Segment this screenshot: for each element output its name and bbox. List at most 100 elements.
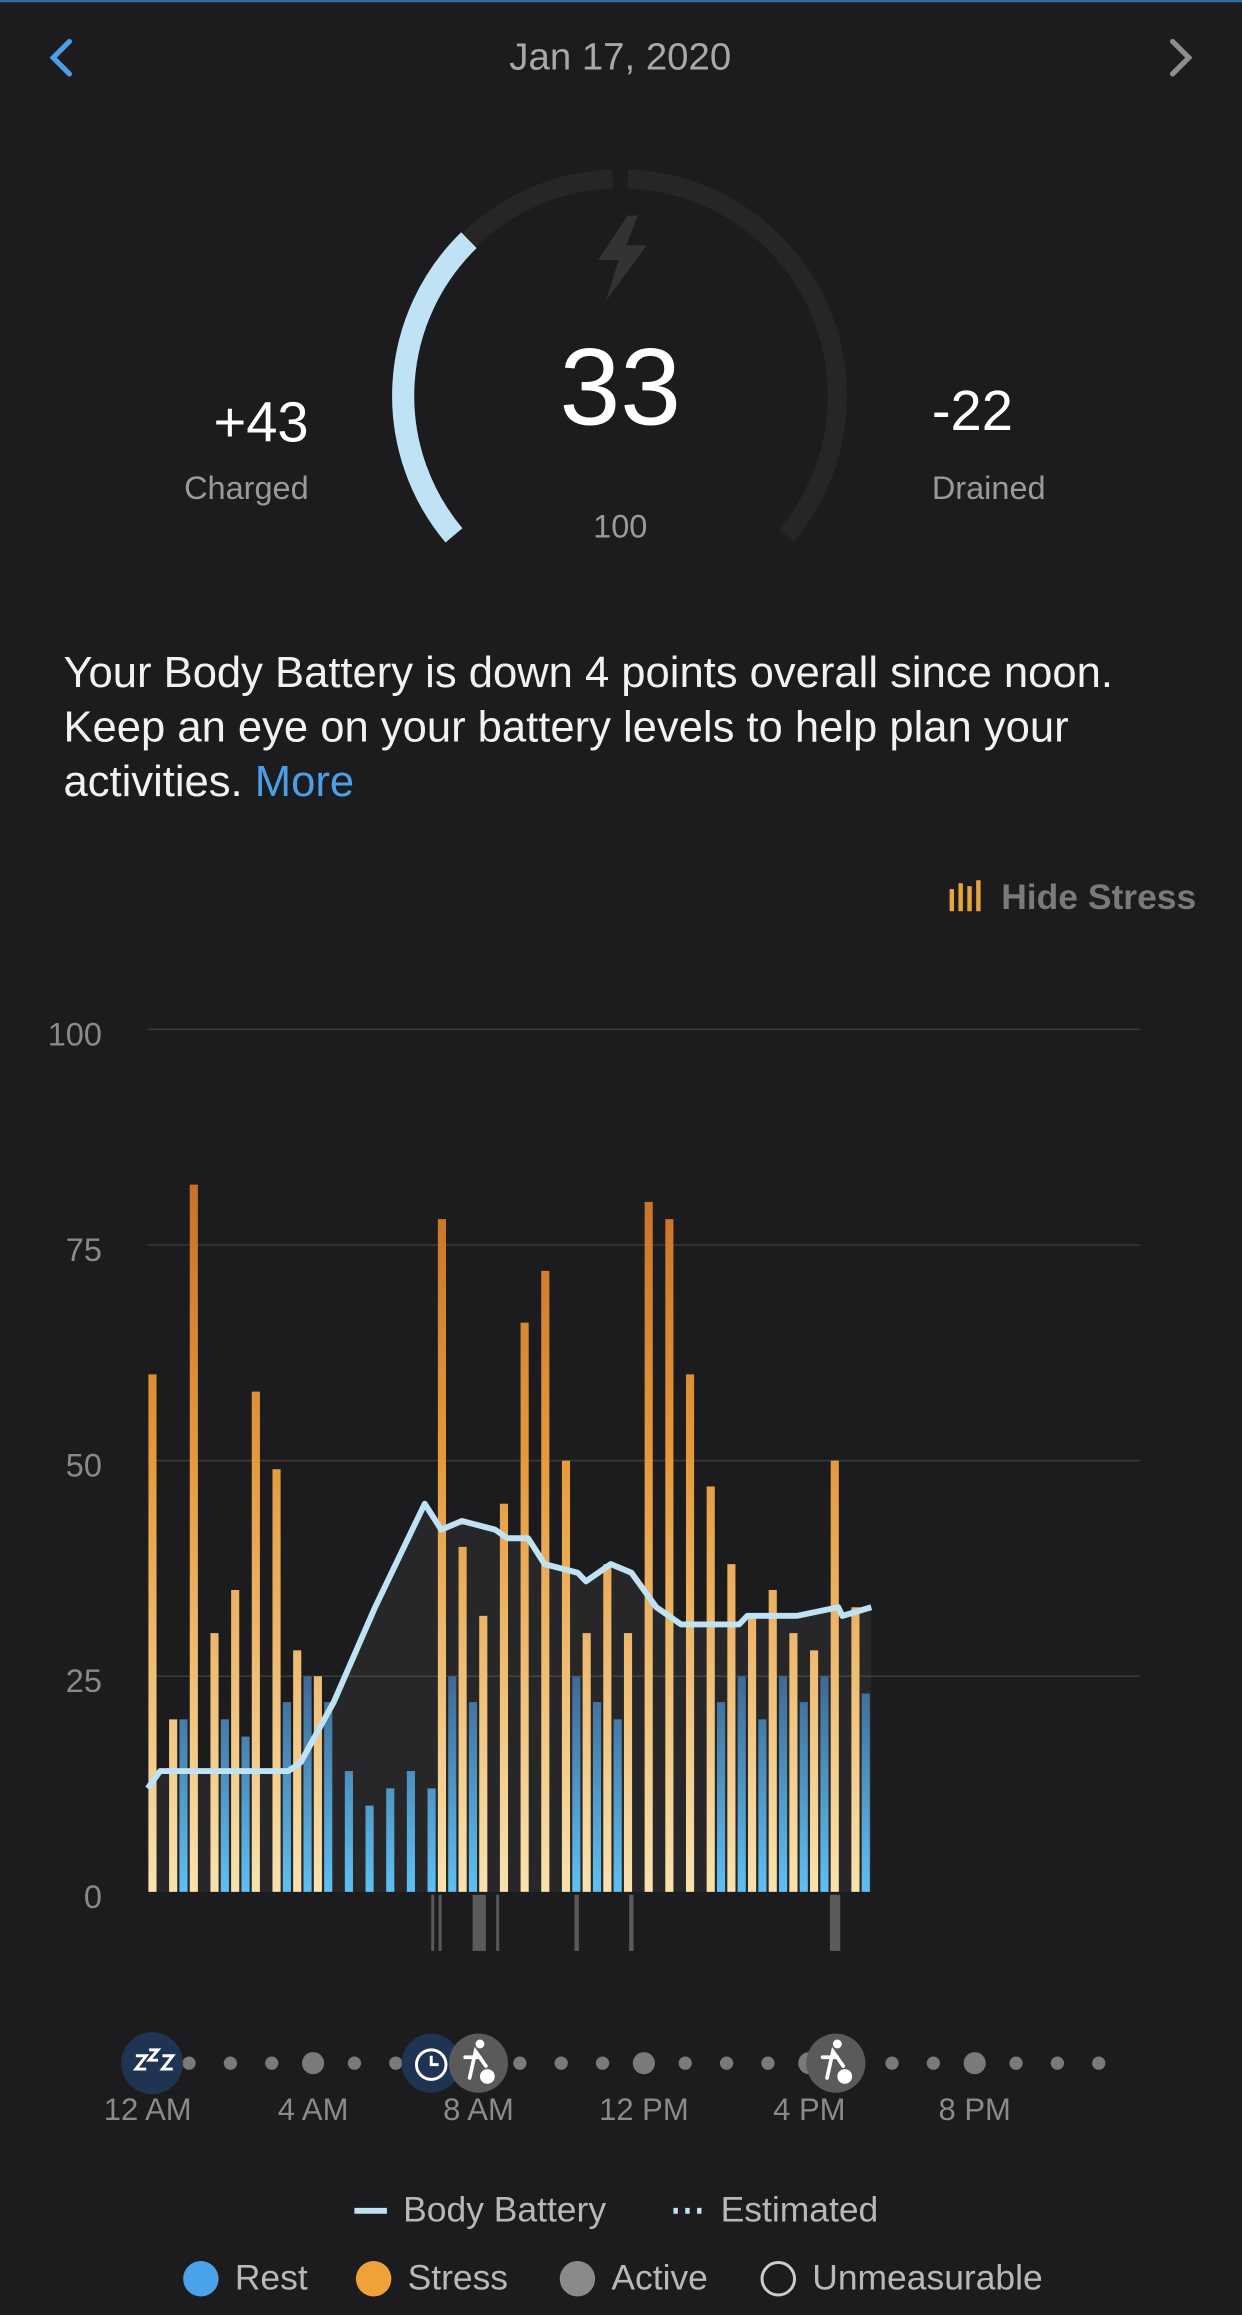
back-button[interactable] xyxy=(49,38,72,77)
timeline-dot xyxy=(1092,2056,1106,2070)
rest-bar xyxy=(220,1719,229,1892)
drained-value: -22 xyxy=(932,379,1013,442)
bike-head xyxy=(475,2039,485,2049)
toggle-icon xyxy=(967,886,972,912)
rest-bar xyxy=(427,1788,436,1892)
rest-bar xyxy=(572,1676,581,1892)
stress-bar xyxy=(810,1650,819,1892)
timeline-dot xyxy=(678,2056,692,2070)
stress-bar xyxy=(437,1219,446,1892)
timeline-dot xyxy=(347,2056,362,2070)
gauge-track xyxy=(627,169,847,542)
legend-swatch xyxy=(355,2261,392,2297)
activity-mark xyxy=(472,1894,486,1951)
bike-head xyxy=(832,2039,842,2049)
rest-bar xyxy=(820,1676,829,1892)
gauge-arc xyxy=(392,232,477,543)
stress-bar xyxy=(210,1633,219,1892)
activity-mark xyxy=(829,1894,841,1951)
stress-bar xyxy=(748,1615,757,1892)
activity-mark xyxy=(438,1894,442,1951)
stress-bar xyxy=(830,1460,839,1892)
x-tick-label: 12 PM xyxy=(599,2092,689,2127)
legend-label: Rest xyxy=(235,2258,308,2298)
legend-swatch xyxy=(559,2261,596,2297)
rest-bar xyxy=(613,1719,622,1892)
timeline-dot xyxy=(595,2056,610,2070)
charged-label: Charged xyxy=(184,470,309,506)
timeline-dot xyxy=(1050,2056,1065,2070)
stress-bar xyxy=(293,1650,302,1892)
forward-button[interactable] xyxy=(1170,38,1193,77)
gauge-max: 100 xyxy=(593,508,647,544)
toggle-icon xyxy=(958,883,963,912)
timeline-dot xyxy=(1009,2056,1023,2070)
rest-bar xyxy=(386,1788,395,1892)
activity-mark xyxy=(496,1894,500,1951)
timeline-dot xyxy=(302,2052,325,2075)
bike-wheel xyxy=(479,2069,495,2084)
bike-glyph xyxy=(820,2046,846,2080)
timeline-dot xyxy=(223,2056,238,2070)
charged-value: +43 xyxy=(213,391,308,454)
top-border xyxy=(0,0,1242,3)
alarm-hands xyxy=(429,2055,439,2067)
rest-bar xyxy=(716,1702,726,1892)
stress-bar xyxy=(768,1589,777,1892)
y-tick-label: 75 xyxy=(66,1232,102,1268)
stress-bar xyxy=(706,1486,715,1892)
bike-wheel xyxy=(837,2069,853,2084)
timeline-dot xyxy=(719,2056,734,2070)
timeline-dot xyxy=(513,2056,527,2070)
rest-bar xyxy=(779,1676,788,1892)
timeline-dot xyxy=(632,2052,655,2075)
timeline-dot xyxy=(389,2056,403,2070)
stress-bar xyxy=(231,1589,240,1892)
stress-bar xyxy=(851,1607,860,1892)
rest-bar xyxy=(861,1693,870,1892)
toggle-icon xyxy=(949,889,955,912)
alarm-glyph xyxy=(414,2048,448,2081)
rest-bar xyxy=(344,1771,353,1892)
stress-bar xyxy=(499,1503,509,1892)
description-text: Your Body Battery is down 4 points overa… xyxy=(63,648,1113,807)
stress-bar xyxy=(479,1615,488,1892)
stress-bar xyxy=(313,1676,322,1892)
stress-bar xyxy=(644,1201,653,1892)
stress-bar xyxy=(789,1633,798,1892)
stress-bar xyxy=(520,1322,529,1892)
rest-bar xyxy=(406,1771,415,1892)
x-tick-label: 12 AM xyxy=(104,2092,192,2127)
stress-bar xyxy=(582,1633,591,1892)
rest-bar xyxy=(179,1719,188,1892)
timeline-dot xyxy=(554,2056,568,2070)
drained-label: Drained xyxy=(932,470,1046,506)
legend-label: Unmeasurable xyxy=(812,2258,1042,2298)
description-box: Your Body Battery is down 4 points overa… xyxy=(63,648,1113,807)
stress-bar xyxy=(541,1270,550,1892)
stress-bar xyxy=(169,1719,178,1892)
x-tick-label: 4 PM xyxy=(773,2092,845,2127)
x-tick-label: 8 PM xyxy=(939,2092,1011,2127)
y-tick-label: 100 xyxy=(48,1016,102,1052)
rest-bar xyxy=(799,1702,808,1892)
date-title: Jan 17, 2020 xyxy=(509,35,731,78)
rest-bar xyxy=(758,1719,767,1892)
more-link[interactable]: More xyxy=(254,757,355,807)
hide-stress-toggle[interactable]: Hide Stress xyxy=(949,877,1197,917)
stress-bar xyxy=(623,1633,633,1892)
stress-bar xyxy=(685,1374,695,1892)
legend-label: Body Battery xyxy=(403,2190,606,2230)
y-tick-label: 0 xyxy=(84,1879,102,1915)
x-tick-label: 8 AM xyxy=(443,2092,514,2127)
rest-bar xyxy=(468,1702,478,1892)
rest-bar xyxy=(365,1805,374,1892)
stress-bar xyxy=(561,1460,571,1892)
rest-bar xyxy=(592,1702,602,1892)
rest-bar xyxy=(737,1676,746,1892)
stress-bar xyxy=(272,1469,281,1892)
stress-bar xyxy=(603,1564,612,1892)
bike-glyph xyxy=(463,2046,488,2080)
